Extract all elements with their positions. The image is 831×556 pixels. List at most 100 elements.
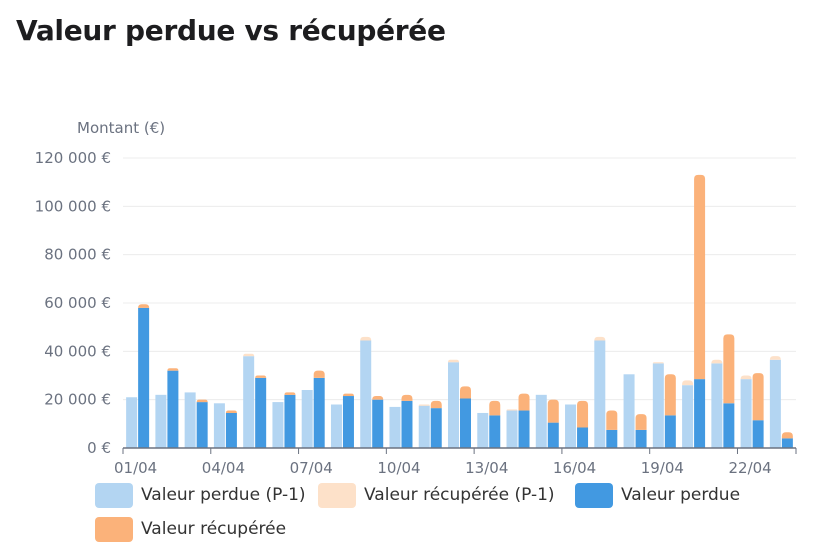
bar-lost-prev <box>769 359 781 448</box>
bar-recovered-prev <box>360 336 372 341</box>
bar-recovered-prev <box>711 359 723 364</box>
legend-label-recovered-prev: Valeur récupérée (P-1) <box>364 485 555 505</box>
bar-lost-prev <box>272 402 284 448</box>
x-tick-label: 22/04 <box>728 459 771 477</box>
bar-recovered <box>635 414 647 430</box>
bar-lost-prev <box>740 379 752 448</box>
y-tick-label: 20 000 € <box>44 391 111 409</box>
bar-lost-prev <box>418 405 430 448</box>
bar-lost-prev <box>126 397 138 448</box>
y-tick-label: 0 € <box>87 439 111 457</box>
bar-recovered <box>138 304 150 308</box>
bar-recovered <box>284 392 296 395</box>
bar-lost <box>752 420 764 448</box>
bar-recovered <box>372 396 384 400</box>
bar-recovered <box>196 399 208 403</box>
bar-lost <box>255 377 267 448</box>
bar-lost-prev <box>594 340 606 448</box>
bar-recovered <box>255 375 267 378</box>
bar-recovered-prev <box>418 404 430 406</box>
bar-recovered <box>401 394 413 401</box>
bar-lost-prev <box>184 392 196 448</box>
bar-lost <box>284 394 296 448</box>
bar-lost <box>664 415 676 448</box>
x-tick-label: 04/04 <box>202 459 245 477</box>
bar-lost-prev <box>360 340 372 448</box>
bar-lost <box>547 422 559 448</box>
bar-lost <box>430 408 442 448</box>
bar-recovered-prev <box>769 356 781 360</box>
legend-label-recovered: Valeur récupérée <box>141 519 287 539</box>
bar-lost <box>694 379 706 448</box>
x-tick-label: 13/04 <box>465 459 508 477</box>
x-tick-label: 19/04 <box>641 459 684 477</box>
bar-lost-prev <box>213 403 225 448</box>
legend-swatch-recovered-prev <box>318 482 356 508</box>
bar-lost <box>167 370 179 448</box>
x-tick-label: 16/04 <box>553 459 596 477</box>
bar-lost <box>196 402 208 448</box>
y-tick-label: 60 000 € <box>44 294 111 312</box>
legend-item-lost[interactable]: Valeur perdue <box>575 480 740 510</box>
bar-recovered <box>752 373 764 421</box>
bar-lost <box>577 427 589 448</box>
bar-lost-prev <box>477 412 489 448</box>
bar-recovered <box>694 174 706 380</box>
bar-recovered <box>606 410 618 430</box>
x-tick-label: 01/04 <box>114 459 157 477</box>
y-tick-label: 40 000 € <box>44 342 111 360</box>
legend-item-lost-prev[interactable]: Valeur perdue (P-1) <box>95 480 306 510</box>
x-tick-label: 07/04 <box>290 459 333 477</box>
bar-lost-prev <box>652 363 664 448</box>
bar-recovered-prev <box>594 336 606 341</box>
bar-lost <box>460 398 471 448</box>
y-tick-label: 120 000 € <box>35 149 111 167</box>
bar-recovered <box>167 368 179 371</box>
bar-lost-prev <box>623 374 635 448</box>
bar-lost <box>518 410 530 448</box>
bar-lost <box>401 400 413 448</box>
legend-swatch-recovered <box>95 516 133 542</box>
bar-recovered-prev <box>243 353 255 357</box>
bar-lost <box>606 429 618 448</box>
bar-recovered <box>781 432 793 439</box>
bar-lost-prev <box>155 394 167 448</box>
x-tick-label: 10/04 <box>377 459 420 477</box>
bar-lost <box>138 307 150 448</box>
bar-recovered <box>577 400 589 428</box>
y-axis-label: Montant (€) <box>77 119 165 137</box>
bar-chart: Montant (€) 0 € 20 000 € 40 000 € 60 000 € 80… <box>35 119 797 477</box>
bar-recovered <box>430 400 442 409</box>
bar-lost-prev <box>711 363 723 448</box>
legend-swatch-lost-prev <box>95 482 133 508</box>
bar-lost <box>723 403 735 448</box>
bar-recovered-prev <box>652 362 664 364</box>
y-tick-label: 100 000 € <box>35 197 111 215</box>
legend-item-recovered-prev[interactable]: Valeur récupérée (P-1) <box>318 480 555 510</box>
bar-lost <box>489 415 501 448</box>
bar-lost <box>313 377 325 448</box>
legend-label-lost: Valeur perdue <box>621 485 741 505</box>
y-tick-label: 80 000 € <box>44 246 111 264</box>
legend-swatch-lost <box>575 482 613 508</box>
chart-title: Valeur perdue vs récupérée <box>16 14 446 47</box>
bar-lost-prev <box>330 404 342 448</box>
bar-recovered-prev <box>506 409 518 411</box>
bar-recovered-prev <box>682 380 694 386</box>
legend-item-recovered[interactable]: Valeur récupérée <box>95 514 286 544</box>
bar-lost-prev <box>448 362 459 448</box>
bar-lost <box>635 429 647 448</box>
bar-lost <box>372 399 384 448</box>
bar-lost-prev <box>506 410 518 448</box>
bar-recovered-prev <box>740 375 752 380</box>
bar-lost-prev <box>301 390 313 448</box>
bar-lost <box>342 396 354 448</box>
bar-lost-prev <box>389 406 401 448</box>
bar-recovered <box>313 370 325 378</box>
bar-lost-prev <box>565 404 577 448</box>
bar-recovered <box>460 386 471 399</box>
bar-recovered <box>489 400 501 416</box>
bar-lost <box>225 412 237 448</box>
bar-recovered <box>547 399 559 423</box>
bar-recovered <box>342 393 354 397</box>
